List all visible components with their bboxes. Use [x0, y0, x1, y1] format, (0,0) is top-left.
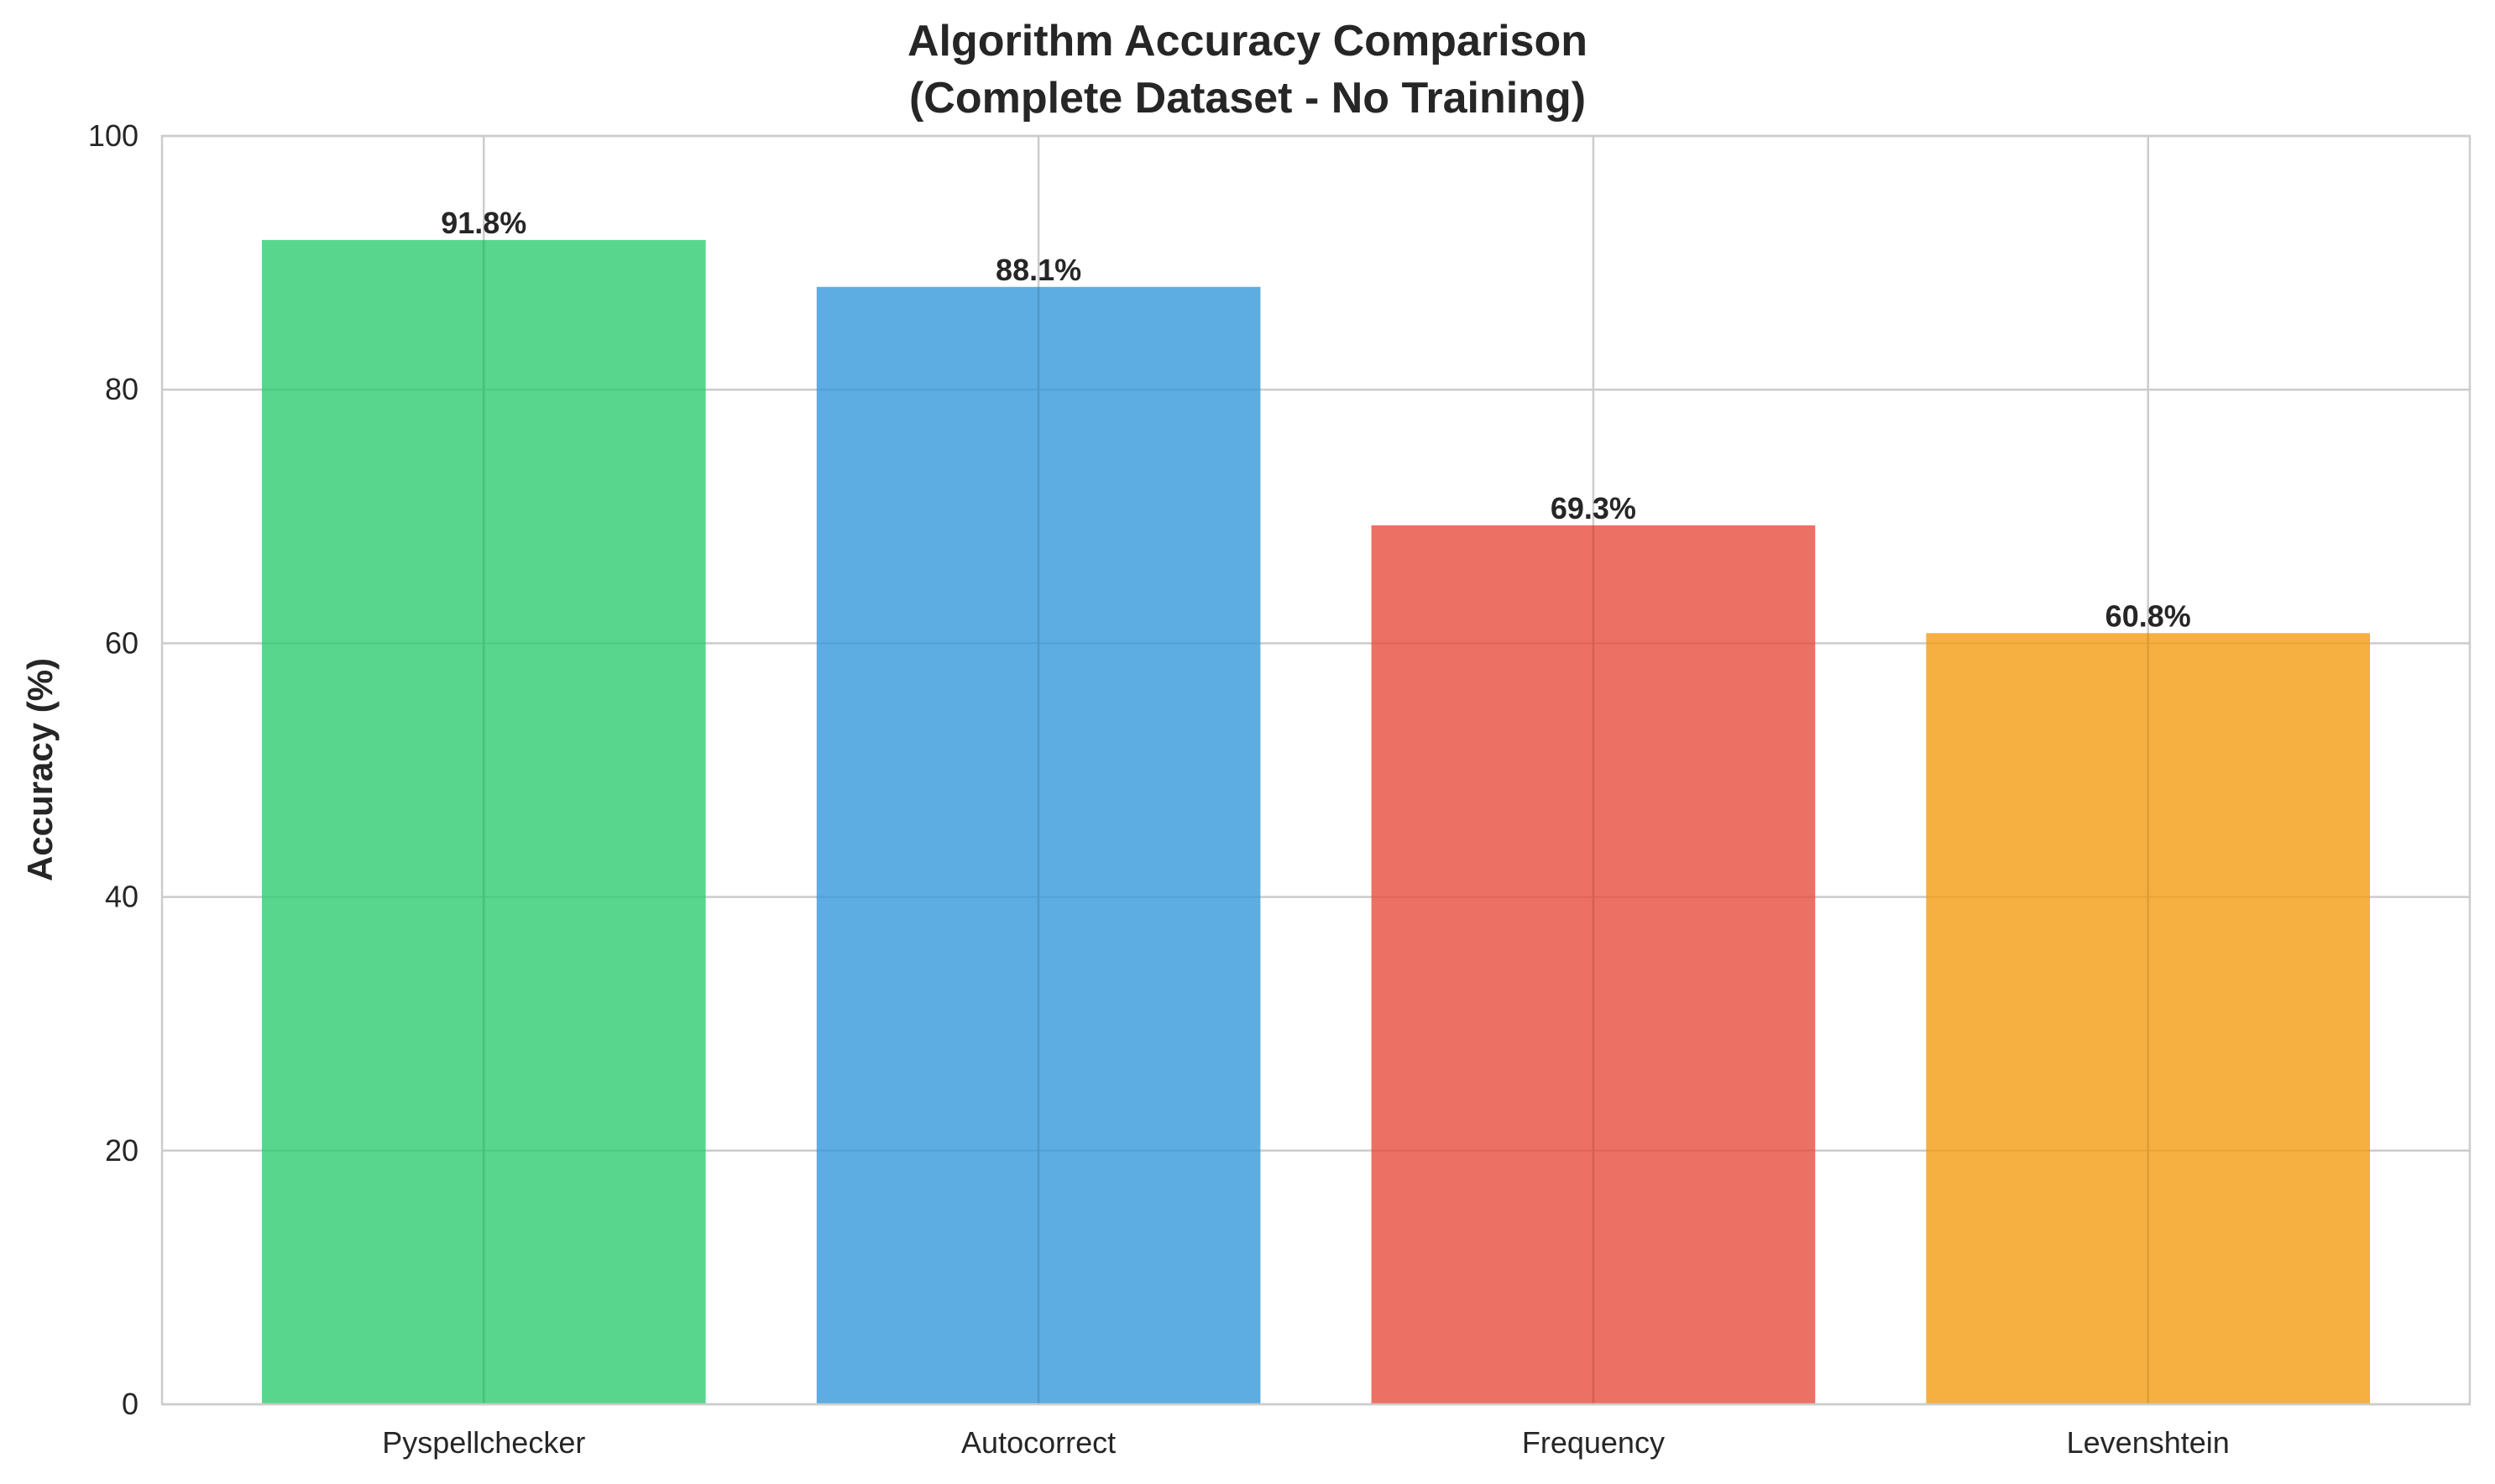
bar-overlay-gridlines: [483, 239, 2149, 1404]
value-label-levenshtein: 60.8%: [2105, 598, 2191, 633]
bar-frequency: [1371, 525, 1816, 1405]
bar-autocorrect: [816, 286, 1261, 1405]
chart-title-line-2: (Complete Dataset - No Training): [909, 74, 1586, 123]
x-tick-label-levenshtein: Levenshtein: [2067, 1425, 2230, 1460]
y-tick-label: 40: [105, 880, 139, 914]
x-tick-label-frequency: Frequency: [1522, 1425, 1665, 1460]
x-axis-ticks: Pyspellchecker Autocorrect Frequency Levens…: [382, 1425, 2230, 1460]
plot-frame: [160, 134, 2471, 1406]
y-tick-label: 0: [122, 1387, 139, 1421]
value-label-pyspellchecker: 91.8%: [441, 206, 526, 240]
bar-value-labels: 91.8% 88.1% 69.3% 60.8%: [441, 206, 2191, 633]
y-axis-ticks: 0 20 40 60 80 100: [88, 118, 139, 1421]
value-label-frequency: 69.3%: [1551, 491, 1636, 525]
y-tick-label: 60: [105, 625, 139, 660]
y-tick-label: 100: [88, 118, 139, 153]
bar-levenshtein: [1926, 633, 2371, 1404]
bar-series: [261, 239, 2371, 1405]
bar-pyspellchecker: [261, 239, 706, 1405]
chart-title: Algorithm Accuracy Comparison (Complete …: [908, 17, 1587, 123]
y-axis-label: Accuracy (%): [20, 658, 60, 881]
value-label-autocorrect: 88.1%: [996, 253, 1081, 287]
chart-title-line-1: Algorithm Accuracy Comparison: [908, 17, 1587, 65]
y-tick-label: 20: [105, 1133, 139, 1168]
x-tick-label-pyspellchecker: Pyspellchecker: [382, 1425, 585, 1460]
y-tick-label: 80: [105, 372, 139, 406]
x-tick-label-autocorrect: Autocorrect: [961, 1425, 1116, 1460]
